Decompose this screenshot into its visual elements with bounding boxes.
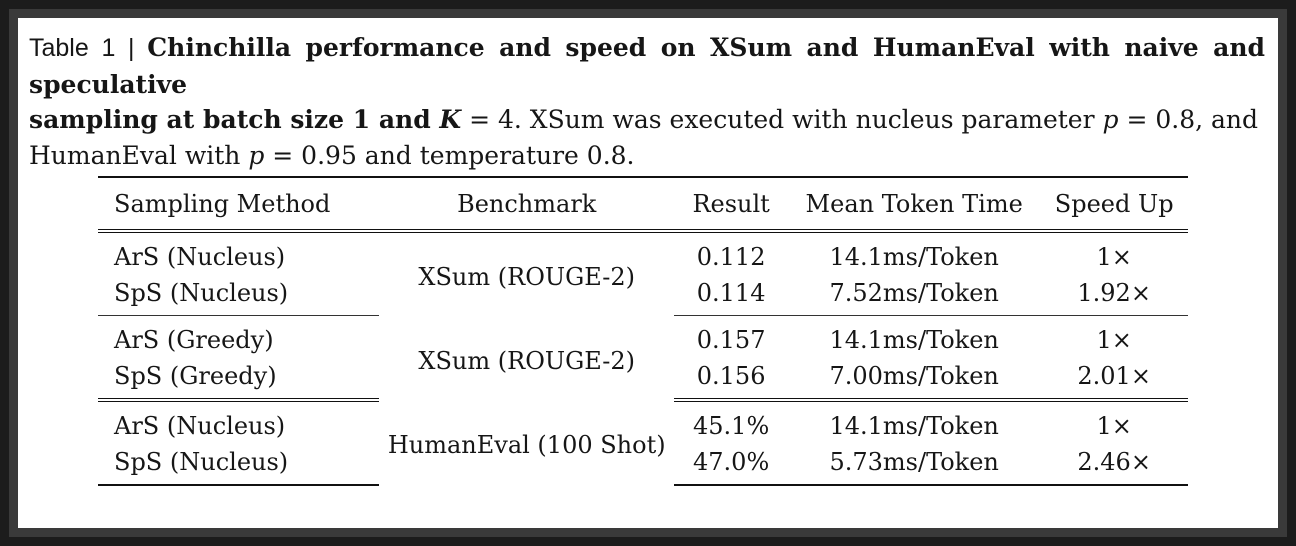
header-benchmark: Benchmark: [379, 176, 675, 233]
header-row: Sampling Method Benchmark Result Mean To…: [98, 176, 1188, 233]
table-row: SpS (Nucleus) 0.114 7.52ms/Token 1.92×: [98, 275, 1188, 316]
cell-mean-token-time: 14.1ms/Token: [829, 325, 999, 354]
caption-line-3: HumanEval with p = 0.95 and temperature …: [29, 138, 1265, 174]
table-row: SpS (Greedy) 0.156 7.00ms/Token 2.01×: [98, 358, 1188, 402]
caption-line2-text: XSum was executed with nucleus parameter: [521, 105, 1103, 134]
cell-method: SpS (Greedy): [98, 358, 380, 402]
table-header: Sampling Method Benchmark Result Mean To…: [98, 176, 1188, 233]
cell-method: SpS (Nucleus): [98, 275, 380, 316]
cell-mean-token-time: 7.00ms/Token: [788, 358, 1041, 402]
table-row: ArS (Greedy) XSum (ROUGE-2) 0.157 14.1ms…: [98, 316, 1188, 374]
caption-k-value: = 4.: [461, 105, 522, 134]
cell-method: ArS (Nucleus): [114, 242, 286, 271]
header-sampling-method: Sampling Method: [98, 176, 380, 233]
cell-speed-up: 1.92×: [1040, 275, 1188, 316]
cell-result: 0.112: [696, 242, 766, 271]
table-row: SpS (Nucleus) 47.0% 5.73ms/Token 2.46×: [98, 444, 1188, 486]
caption-line3-start: HumanEval with: [29, 140, 249, 170]
cell-method: ArS (Greedy): [114, 325, 274, 354]
results-table: Sampling Method Benchmark Result Mean To…: [98, 176, 1188, 486]
caption-line-1: Table 1 | Chinchilla performance and spe…: [29, 30, 1265, 102]
table-caption: Table 1 | Chinchilla performance and spe…: [29, 30, 1265, 173]
cell-mean-token-time: 14.1ms/Token: [829, 411, 999, 440]
cell-speed-up: 1×: [1096, 325, 1132, 354]
caption-line3-text: = 0.95 and temperature 0.8.: [264, 140, 635, 170]
cell-result: 47.0%: [674, 444, 789, 486]
cell-method: ArS (Nucleus): [114, 411, 286, 440]
header-mean-token-time: Mean Token Time: [788, 176, 1041, 233]
caption-p-symbol-2: p: [248, 140, 265, 170]
cell-speed-up: 2.46×: [1040, 444, 1188, 486]
cell-result: 0.156: [674, 358, 789, 402]
caption-line-2: sampling at batch size 1 and K = 4. XSum…: [29, 102, 1265, 138]
cell-speed-up: 1×: [1096, 411, 1132, 440]
cell-speed-up: 2.01×: [1040, 358, 1188, 402]
cell-result: 45.1%: [693, 411, 770, 440]
header-speed-up: Speed Up: [1040, 176, 1188, 233]
cell-result: 0.157: [696, 325, 766, 354]
cell-speed-up: 1×: [1096, 242, 1132, 271]
caption-k-symbol: K: [439, 105, 462, 134]
table-group-humaneval: ArS (Nucleus) HumanEval (100 Shot) 45.1%…: [98, 400, 1188, 486]
cell-benchmark: XSum (ROUGE-2): [418, 346, 635, 375]
caption-bold-text-2: sampling at batch size 1 and: [29, 105, 440, 134]
header-result: Result: [674, 176, 789, 233]
caption-p-value-xsum: = 0.8, and: [1118, 105, 1259, 134]
caption-p-symbol: p: [1102, 105, 1119, 134]
table-group-xsum-nucleus: ArS (Nucleus) XSum (ROUGE-2) 0.112 14.1m…: [98, 231, 1188, 316]
cell-mean-token-time: 7.52ms/Token: [788, 275, 1041, 316]
caption-bold-text-1: Chinchilla performance and speed on XSum…: [29, 33, 1265, 99]
paper-page: Table 1 | Chinchilla performance and spe…: [18, 18, 1278, 528]
cell-benchmark: XSum (ROUGE-2): [418, 263, 635, 292]
table-row: ArS (Nucleus) HumanEval (100 Shot) 45.1%…: [98, 400, 1188, 459]
cell-mean-token-time: 14.1ms/Token: [829, 242, 999, 271]
table-group-xsum-greedy: ArS (Greedy) XSum (ROUGE-2) 0.157 14.1ms…: [98, 316, 1188, 402]
cell-benchmark: HumanEval (100 Shot): [387, 431, 666, 460]
caption-label: Table 1 |: [29, 34, 148, 62]
cell-method: SpS (Nucleus): [98, 444, 380, 486]
cell-result: 0.114: [674, 275, 789, 316]
cell-mean-token-time: 5.73ms/Token: [788, 444, 1041, 486]
table-row: ArS (Nucleus) XSum (ROUGE-2) 0.112 14.1m…: [98, 231, 1188, 291]
